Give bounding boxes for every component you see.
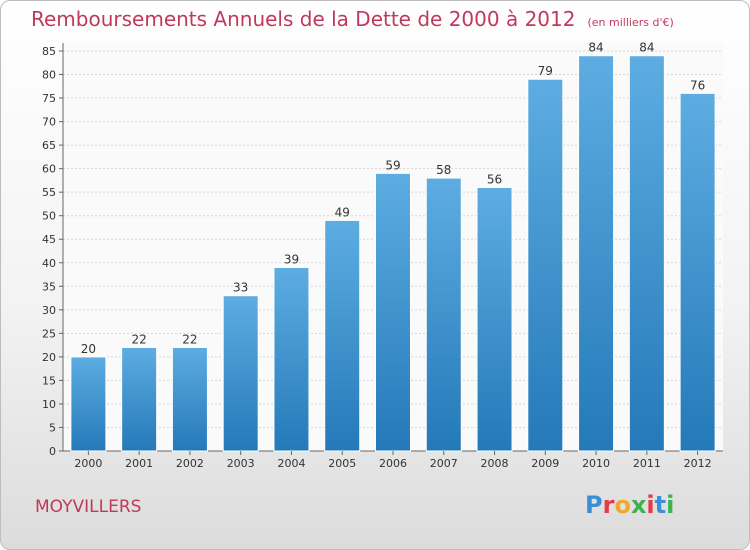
y-tick-label: 75 — [42, 92, 56, 105]
x-tick-label-2010: 2010 — [582, 457, 610, 470]
bar-2001 — [121, 346, 158, 452]
chart-subtitle: (en milliers d'€) — [587, 16, 674, 29]
y-tick-label: 70 — [42, 116, 56, 129]
logo-letter: i — [666, 491, 675, 519]
x-tick-label-2007: 2007 — [430, 457, 458, 470]
y-tick-label: 40 — [42, 257, 56, 270]
x-tick-label-2004: 2004 — [277, 457, 305, 470]
data-label-2008: 56 — [487, 172, 502, 186]
x-tick-label-2003: 2003 — [227, 457, 255, 470]
bar-2010 — [578, 55, 615, 452]
data-label-2001: 22 — [132, 332, 147, 346]
bar-2008 — [476, 186, 513, 452]
data-label-2010: 84 — [588, 41, 603, 55]
data-label-2000: 20 — [81, 342, 96, 356]
bar-2012 — [679, 92, 716, 452]
y-tick-label: 55 — [42, 186, 56, 199]
y-tick-label: 85 — [42, 45, 56, 58]
data-label-2005: 49 — [335, 205, 350, 219]
proxiti-logo: Proxiti — [585, 491, 674, 519]
x-tick-label-2006: 2006 — [379, 457, 407, 470]
y-tick-label: 45 — [42, 233, 56, 246]
bar-2000 — [70, 356, 107, 452]
logo-letter: r — [602, 491, 615, 519]
y-tick-label: 25 — [42, 327, 56, 340]
logo-letter: x — [630, 491, 647, 519]
y-tick-label: 80 — [42, 69, 56, 82]
logo-letter: i — [646, 491, 655, 519]
data-label-2003: 33 — [233, 281, 248, 295]
logo-letter: t — [654, 491, 667, 519]
bar-2002 — [171, 346, 208, 452]
y-tick-label: 0 — [49, 445, 56, 458]
chart-title: Remboursements Annuels de la Dette de 20… — [31, 7, 674, 31]
bar-2009 — [527, 78, 564, 452]
data-label-2012: 76 — [690, 78, 705, 92]
data-label-2011: 84 — [639, 41, 654, 55]
x-tick-label-2002: 2002 — [176, 457, 204, 470]
x-tick-label-2012: 2012 — [684, 457, 712, 470]
y-tick-label: 15 — [42, 374, 56, 387]
data-label-2004: 39 — [284, 252, 299, 266]
bar-2007 — [425, 177, 462, 452]
bar-2011 — [628, 55, 665, 452]
data-label-2007: 58 — [436, 163, 451, 177]
y-tick-label: 10 — [42, 398, 56, 411]
bar-2005 — [324, 219, 361, 452]
y-tick-label: 20 — [42, 351, 56, 364]
x-tick-label-2011: 2011 — [633, 457, 661, 470]
x-tick-label-2001: 2001 — [125, 457, 153, 470]
commune-name: MOYVILLERS — [35, 497, 142, 517]
bar-2003 — [222, 295, 259, 452]
logo-letter: o — [614, 491, 631, 519]
title-text: Remboursements Annuels de la Dette de 20… — [31, 7, 576, 31]
data-label-2002: 22 — [182, 332, 197, 346]
bar-2004 — [273, 266, 310, 452]
y-tick-label: 5 — [49, 421, 56, 434]
data-label-2009: 79 — [538, 64, 553, 78]
logo-letter: P — [585, 491, 603, 519]
bar-2006 — [375, 172, 411, 452]
y-tick-label: 65 — [42, 139, 56, 152]
y-tick-label: 30 — [42, 304, 56, 317]
data-label-2006: 59 — [385, 158, 400, 172]
y-tick-label: 60 — [42, 163, 56, 176]
x-tick-label-2009: 2009 — [531, 457, 559, 470]
x-tick-label-2008: 2008 — [481, 457, 509, 470]
y-tick-label: 50 — [42, 210, 56, 223]
x-tick-label-2000: 2000 — [74, 457, 102, 470]
x-tick-label-2005: 2005 — [328, 457, 356, 470]
y-tick-label: 35 — [42, 280, 56, 293]
